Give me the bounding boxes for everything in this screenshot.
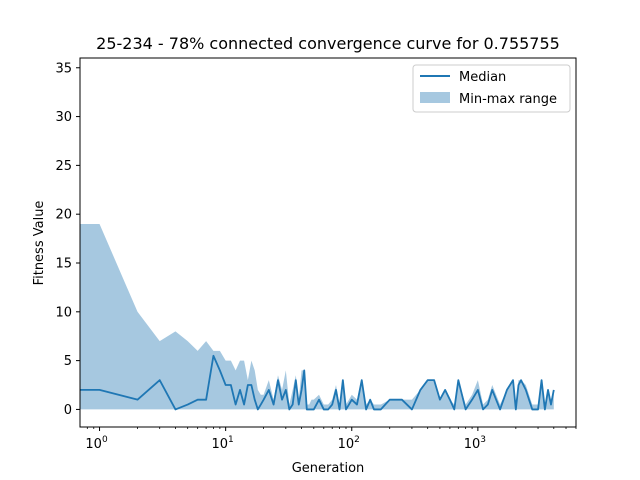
median-line: [80, 354, 555, 411]
legend-box: [412, 64, 571, 113]
min-max-range-area: [80, 223, 554, 410]
y-tick-label: 35: [55, 61, 72, 76]
y-axis-label: Fitness Value: [32, 201, 47, 286]
y-tick-label: 0: [64, 403, 72, 418]
min-max-band-layer: [80, 223, 554, 410]
chart-title: 25-234 - 78% connected convergence curve…: [96, 34, 560, 53]
y-tick-label: 25: [55, 159, 72, 174]
legend-range-label: Min-max range: [459, 92, 557, 107]
plot-frame: [79, 57, 577, 428]
y-axis-ticks: 0 5 10 15 20 25 30 35: [55, 61, 80, 418]
y-tick-label: 5: [64, 354, 72, 369]
y-tick-label: 15: [55, 257, 72, 272]
x-axis-label: Generation: [292, 461, 365, 476]
y-tick-label: 30: [55, 110, 72, 125]
y-tick-label: 10: [55, 305, 72, 320]
legend-range-swatch: [420, 92, 450, 103]
legend-median-label: Median: [459, 70, 506, 85]
y-tick-label: 20: [55, 208, 72, 223]
legend: Median Min-max range: [412, 64, 571, 113]
median-line-layer: [80, 354, 555, 411]
